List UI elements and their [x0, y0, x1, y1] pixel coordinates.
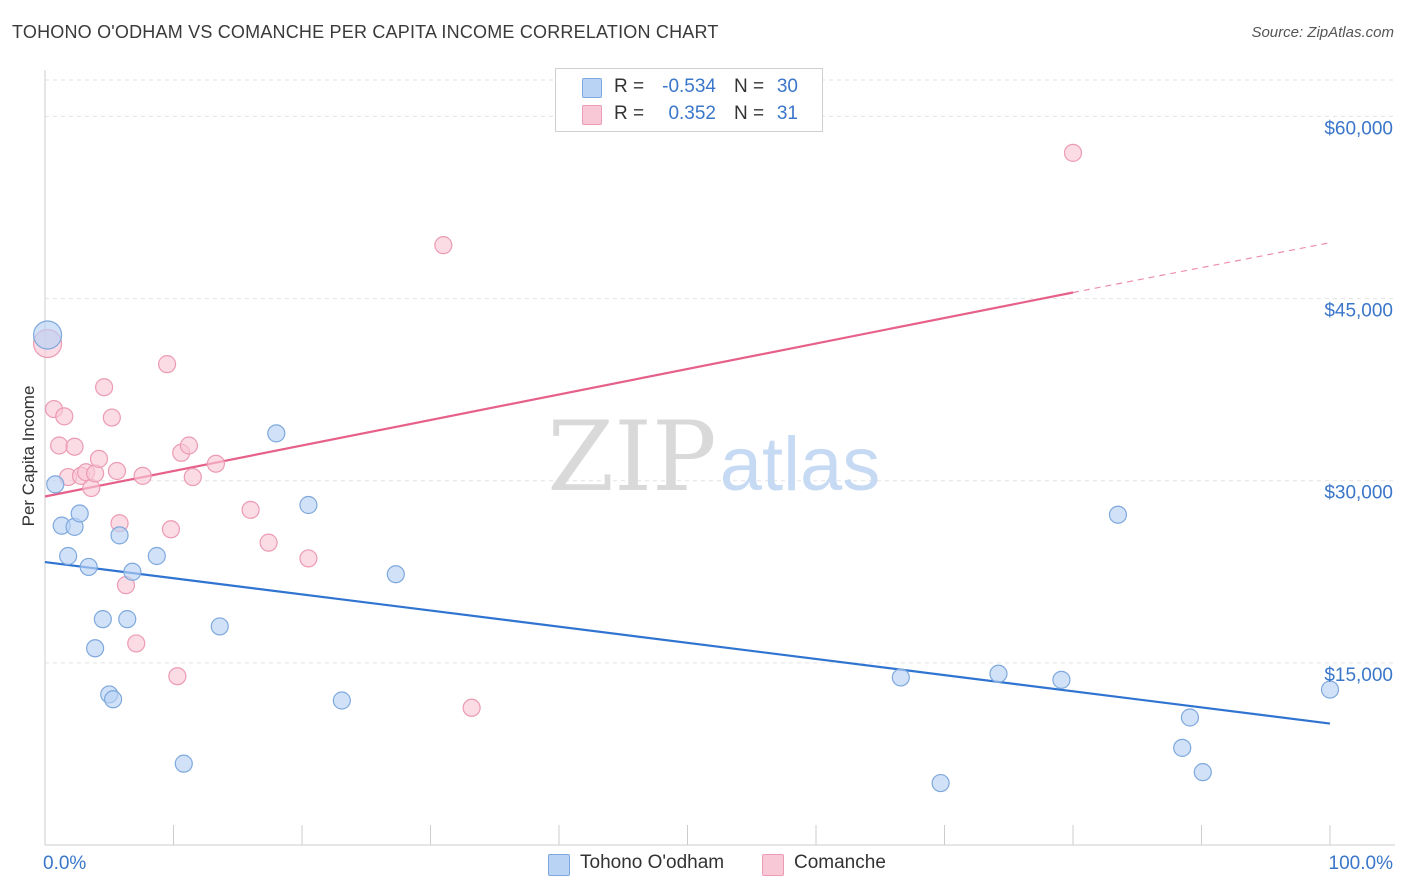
point-tohono — [86, 639, 105, 658]
x-tick-label: 0.0% — [43, 853, 86, 874]
point-comanche — [95, 378, 114, 397]
n-label: N = — [734, 76, 765, 97]
point-comanche — [183, 467, 202, 487]
point-tohono — [891, 668, 910, 687]
r-label: R = — [614, 103, 645, 124]
r-value: 0.352 — [668, 103, 716, 124]
trend-line-comanche-extension — [1072, 242, 1331, 294]
x-tick-label: 100.0% — [1329, 853, 1394, 874]
point-tohono — [1173, 738, 1192, 757]
point-comanche — [1063, 143, 1083, 162]
y-tick-label: $15,000 — [1324, 665, 1393, 686]
point-comanche — [157, 355, 177, 374]
n-value: 30 — [776, 76, 798, 97]
point-comanche — [102, 408, 121, 427]
trend-line-tohono — [44, 560, 1331, 725]
legend-row-tohono: R = -0.534 N = 30 — [556, 73, 822, 101]
point-tohono — [267, 424, 286, 443]
legend-label: Comanche — [794, 852, 886, 873]
grid-lines — [45, 79, 1395, 664]
point-comanche — [107, 461, 127, 481]
data-points — [32, 143, 1340, 793]
watermark-zip: ZIP — [547, 401, 716, 513]
point-tohono — [46, 475, 65, 494]
point-tohono — [123, 562, 142, 581]
n-value: 31 — [776, 103, 798, 124]
tick-labels: $15,000 $30,000 $45,000 $60,000 0.0% 100.0% — [43, 118, 1393, 874]
y-tick-label: $60,000 — [1324, 118, 1393, 139]
pink-swatch — [762, 854, 784, 876]
blue-swatch — [548, 854, 570, 876]
zipatlas-watermark: ZIP atlas — [547, 401, 880, 513]
point-tohono — [32, 320, 63, 350]
point-tohono — [147, 546, 166, 566]
pink-swatch — [582, 105, 602, 125]
point-comanche — [168, 667, 187, 686]
point-tohono — [210, 617, 229, 636]
n-label: N = — [734, 103, 765, 124]
point-tohono — [1180, 708, 1200, 727]
point-tohono — [299, 495, 318, 515]
point-tohono — [386, 565, 405, 584]
r-label: R = — [614, 76, 645, 97]
point-comanche — [462, 698, 481, 717]
point-tohono — [104, 690, 123, 709]
point-tohono — [989, 664, 1008, 683]
point-comanche — [50, 436, 69, 455]
point-comanche — [299, 549, 318, 568]
watermark-atlas: atlas — [720, 422, 881, 507]
point-comanche — [55, 407, 74, 426]
point-tohono — [70, 504, 89, 523]
chart-title: TOHONO O'ODHAM VS COMANCHE PER CAPITA IN… — [12, 22, 719, 42]
r-value: -0.534 — [662, 76, 716, 97]
axes — [44, 70, 1395, 846]
point-tohono — [59, 546, 78, 566]
point-comanche — [161, 520, 181, 539]
point-comanche — [133, 466, 152, 485]
point-tohono — [1320, 680, 1340, 699]
correlation-legend: R = -0.534 N = 30 R = 0.352 N = 31 — [555, 68, 823, 132]
point-comanche — [65, 437, 84, 456]
point-tohono — [1052, 670, 1071, 689]
point-comanche — [179, 436, 199, 455]
point-tohono — [174, 754, 193, 773]
point-comanche — [241, 500, 260, 519]
y-tick-label: $45,000 — [1324, 301, 1393, 322]
y-tick-label: $30,000 — [1324, 483, 1393, 504]
point-comanche — [434, 236, 453, 255]
legend-row-comanche: R = 0.352 N = 31 — [556, 100, 822, 128]
point-tohono — [93, 610, 112, 629]
point-tohono — [931, 773, 950, 793]
point-tohono — [110, 526, 129, 545]
point-tohono — [118, 610, 137, 629]
point-tohono — [332, 691, 351, 710]
point-tohono — [1193, 763, 1212, 782]
source-attribution: Source: ZipAtlas.com — [1251, 24, 1394, 41]
y-axis-label: Per Capita Income — [19, 386, 38, 527]
point-comanche — [206, 454, 226, 473]
point-comanche — [127, 634, 146, 653]
point-comanche — [259, 533, 278, 552]
point-comanche — [89, 449, 109, 468]
legend-label: Tohono O'odham — [580, 852, 725, 873]
blue-swatch — [582, 78, 602, 98]
point-tohono — [1108, 505, 1128, 524]
point-tohono — [79, 557, 98, 577]
